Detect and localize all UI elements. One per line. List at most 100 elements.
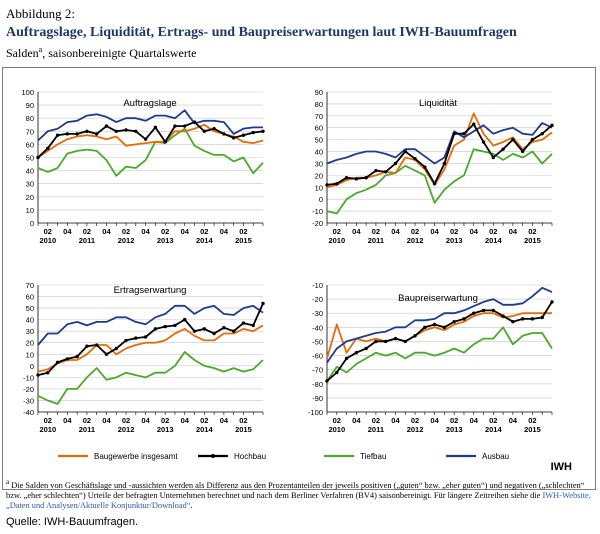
chart-panel-4: -100 -90 -80 -70 -60 -50 -40 -30 -20 -10 02 04 02 04 0…: [308, 281, 554, 434]
hochbau-point: [192, 120, 197, 124]
hochbau-point: [261, 129, 265, 133]
footnote-link[interactable]: IWH-Website, „Daten und Analysen/Aktuell…: [6, 490, 591, 510]
hochbau-point: [261, 301, 265, 306]
hochbau-point: [251, 130, 255, 135]
footnote-mark: a: [6, 478, 10, 486]
hochbau-point: [163, 324, 167, 329]
hochbau-point: [413, 334, 417, 338]
x-tick-label: 02: [489, 416, 497, 425]
series-line-tiefbau: [37, 351, 264, 405]
chart-panel-3: -40 -30 -20 -10 0 10 20 30 40 50 60 70 02 04 02 04 02 04 0…: [23, 281, 265, 434]
hochbau-point: [383, 170, 388, 174]
y-tick-label: 90: [315, 88, 323, 97]
y-tick-label: -90: [312, 394, 323, 403]
x-year-label: 2010: [328, 425, 345, 434]
x-tick-label: 04: [430, 416, 439, 425]
hochbau-point: [550, 300, 554, 304]
hochbau-point: [344, 356, 349, 361]
hochbau-point: [491, 155, 496, 160]
y-tick-label: -70: [312, 366, 323, 375]
x-tick-label: 02: [333, 416, 341, 425]
y-tick-label: 100: [21, 88, 34, 97]
hochbau-point: [403, 149, 407, 154]
x-tick-label: 04: [141, 227, 150, 236]
legend-label: Ausbau: [482, 452, 509, 461]
hochbau-point: [202, 129, 207, 133]
y-tick-label: 10: [315, 183, 323, 192]
hochbau-point: [114, 129, 118, 133]
chart-title: Baupreiserwartung: [398, 293, 478, 304]
hochbau-point: [520, 149, 525, 154]
x-year-label: 2011: [368, 425, 384, 434]
x-tick-label: 04: [102, 227, 111, 236]
x-year-label: 2013: [157, 236, 174, 245]
y-tick-label: 20: [26, 193, 34, 202]
legend-label: Hochbau: [234, 452, 266, 461]
legend: Baugewerbe insgesamt Hochbau Tiefbau Ausbau: [58, 452, 509, 461]
hochbau-point: [85, 344, 89, 348]
x-tick-label: 02: [489, 227, 497, 236]
hochbau-point: [413, 156, 417, 161]
y-tick-label: -40: [312, 323, 323, 332]
y-tick-label: -10: [312, 281, 323, 290]
hochbau-point: [251, 323, 255, 328]
x-year-label: 2014: [485, 425, 503, 434]
y-tick-label: 60: [26, 140, 34, 149]
chart-panel-2: -20 -10 0 10 20 30 40 50 60 70 80 90 02 04 02 04 02 04 02 0…: [312, 88, 554, 245]
y-tick-label: 50: [26, 304, 34, 313]
hochbau-point: [114, 346, 118, 351]
hochbau-point: [511, 319, 515, 324]
hochbau-point: [540, 315, 544, 320]
hochbau-point: [65, 132, 70, 136]
series-line-ausbau: [37, 109, 263, 142]
hochbau-point: [36, 155, 40, 160]
hochbau-point: [94, 343, 99, 347]
chart-title: Auftragslage: [123, 98, 176, 109]
x-tick-label: 02: [44, 227, 52, 236]
hochbau-point: [241, 133, 246, 137]
hochbau-point: [46, 146, 50, 151]
x-tick-label: 04: [63, 227, 72, 236]
series-line-baugewerbe-insgesamt: [326, 312, 552, 359]
x-tick-label: 04: [352, 227, 361, 236]
chart-frame: [2, 67, 596, 490]
hochbau-point: [481, 308, 486, 313]
hochbau-point: [46, 371, 50, 375]
y-tick-label: 60: [26, 293, 34, 302]
hochbau-point: [104, 124, 109, 128]
hochbau-point: [501, 314, 505, 318]
x-tick-label: 02: [83, 227, 91, 236]
hochbau-point: [212, 331, 216, 336]
hochbau-point: [383, 339, 388, 344]
x-year-label: 2014: [196, 425, 214, 434]
hochbau-point: [364, 346, 368, 351]
hochbau-point: [550, 123, 554, 128]
hochbau-point: [173, 124, 177, 128]
x-tick-label: 04: [430, 227, 439, 236]
hochbau-point: [183, 317, 187, 322]
y-tick-label: -20: [312, 295, 323, 304]
y-tick-label: 80: [315, 100, 323, 109]
y-tick-label: -80: [312, 380, 323, 389]
x-year-label: 2014: [485, 236, 503, 245]
hochbau-point: [143, 335, 148, 339]
hochbau-point: [432, 182, 437, 186]
hochbau-point: [432, 322, 437, 327]
y-tick-label: -30: [23, 396, 34, 405]
y-tick-label: 70: [26, 281, 34, 290]
hochbau-point: [143, 137, 148, 141]
x-year-label: 2012: [118, 425, 135, 434]
hochbau-point: [94, 132, 99, 136]
x-tick-label: 02: [372, 416, 380, 425]
footnote-text: Die Salden von Geschäftslage und -aussic…: [6, 480, 585, 500]
x-year-label: 2013: [446, 425, 463, 434]
x-year-label: 2011: [79, 236, 95, 245]
brand-logo: IWH: [551, 461, 572, 473]
hochbau-point: [153, 125, 158, 130]
x-tick-label: 04: [391, 416, 400, 425]
hochbau-point: [124, 338, 128, 343]
hochbau-point: [530, 137, 535, 142]
legend-marker: [211, 454, 215, 458]
y-tick-label: 50: [315, 136, 323, 145]
